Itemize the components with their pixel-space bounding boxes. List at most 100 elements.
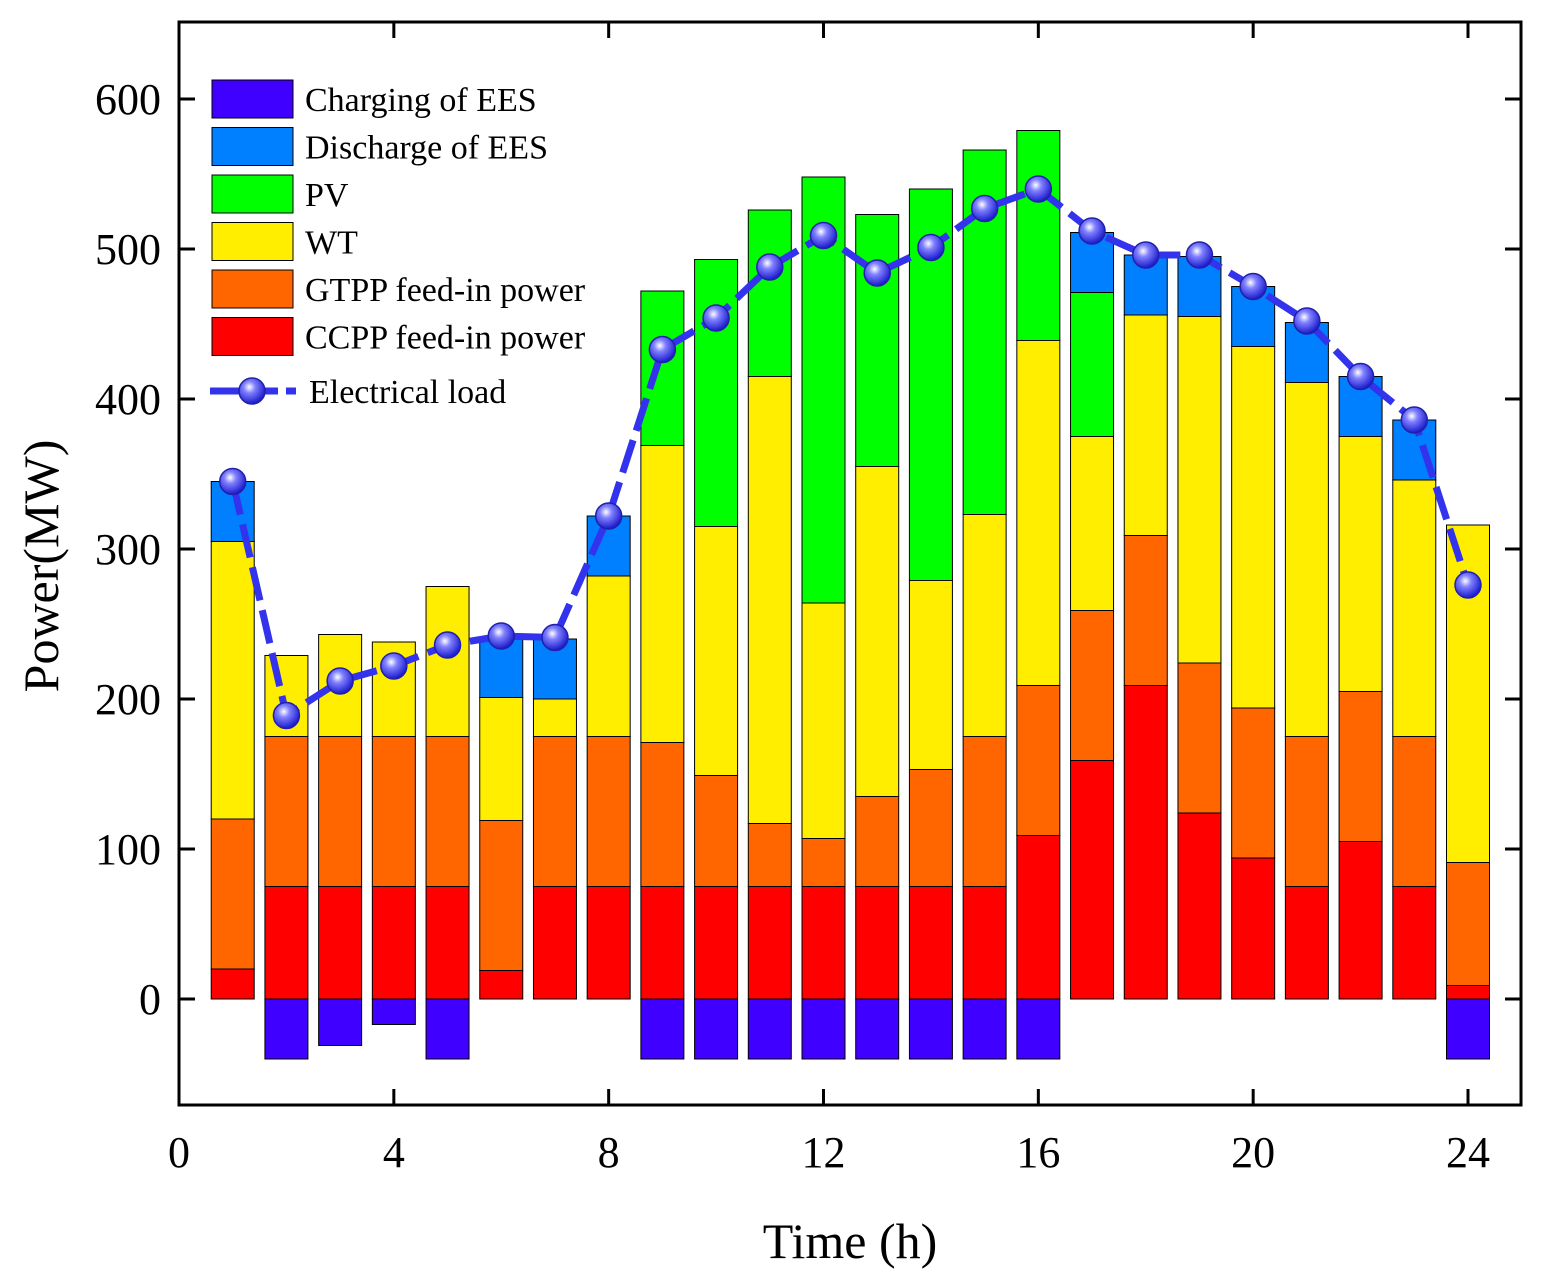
bar-ccpp-feed-in-power-h13 <box>855 886 900 1000</box>
electrical-load-point-h4 <box>380 652 408 680</box>
bar-wt-h9 <box>640 445 685 743</box>
bar-ccpp-feed-in-power-h6 <box>479 970 524 1000</box>
legend-swatch-wt <box>211 222 294 261</box>
bar-ccpp-feed-in-power-h2 <box>264 886 309 1000</box>
bar-gtpp-feed-in-power-h18 <box>1123 535 1168 686</box>
bar-ccpp-feed-in-power-h3 <box>318 886 363 1000</box>
bar-wt-h8 <box>586 575 631 737</box>
bar-pv-h16 <box>1016 130 1061 341</box>
bar-charging-of-ees-h4 <box>371 998 416 1025</box>
bar-charging-of-ees-h10 <box>694 998 739 1060</box>
bar-pv-h14 <box>908 188 953 581</box>
bar-ccpp-feed-in-power-h11 <box>747 886 792 1000</box>
bar-gtpp-feed-in-power-h12 <box>801 838 846 887</box>
bar-ccpp-feed-in-power-h1 <box>210 968 255 1000</box>
legend-marker-electrical-load <box>238 377 266 405</box>
legend: Charging of EES Discharge of EES PV WT GTPP … <box>210 79 586 411</box>
bar-gtpp-feed-in-power-h21 <box>1284 736 1329 887</box>
bar-wt-h22 <box>1338 436 1383 692</box>
bar-wt-h6 <box>479 697 524 821</box>
electrical-load-point-h9 <box>648 335 677 364</box>
bar-charging-of-ees-h11 <box>747 998 792 1060</box>
electrical-load-point-h15 <box>970 194 999 223</box>
bar-gtpp-feed-in-power-h20 <box>1231 707 1276 859</box>
bar-wt-h7 <box>532 698 577 737</box>
bar-gtpp-feed-in-power-h3 <box>318 736 363 887</box>
electrical-load-point-h22 <box>1346 362 1375 391</box>
bar-charging-of-ees-h3 <box>318 998 363 1046</box>
bar-pv-h9 <box>640 290 685 446</box>
legend-label-gtpp-feed-in-power: GTPP feed-in power <box>305 272 586 309</box>
bar-gtpp-feed-in-power-h23 <box>1392 736 1437 887</box>
bar-gtpp-feed-in-power-h24 <box>1446 862 1490 986</box>
bar-ccpp-feed-in-power-h9 <box>640 886 685 1000</box>
bar-gtpp-feed-in-power-h22 <box>1338 691 1383 842</box>
bars-layer <box>210 130 1490 1060</box>
electrical-load-point-h8 <box>594 502 623 530</box>
bar-wt-h11 <box>747 376 792 824</box>
electrical-load-line <box>229 185 1472 719</box>
load-line-layer <box>218 175 1482 730</box>
bar-gtpp-feed-in-power-h7 <box>532 736 577 887</box>
electrical-load-point-h10 <box>702 304 730 332</box>
y-tick-label: 400 <box>95 375 161 424</box>
x-tick-label: 16 <box>1016 1128 1060 1177</box>
bar-ccpp-feed-in-power-h24 <box>1446 985 1490 1000</box>
bar-charging-of-ees-h15 <box>962 998 1007 1060</box>
bar-pv-h17 <box>1070 292 1115 437</box>
bar-ccpp-feed-in-power-h20 <box>1231 857 1276 1000</box>
bar-ccpp-feed-in-power-h16 <box>1016 835 1061 1000</box>
electrical-load-point-h6 <box>487 622 515 650</box>
x-axis-title: Time (h) <box>763 1213 938 1269</box>
bar-charging-of-ees-h9 <box>640 998 685 1060</box>
legend-label-pv: PV <box>305 177 349 214</box>
electrical-load-point-h7 <box>541 623 569 652</box>
bar-pv-h13 <box>855 214 900 467</box>
bar-ccpp-feed-in-power-h10 <box>694 886 739 1000</box>
bar-wt-h10 <box>694 526 739 776</box>
y-tick-label: 500 <box>95 225 161 274</box>
bar-charging-of-ees-h2 <box>264 998 309 1060</box>
bar-gtpp-feed-in-power-h4 <box>371 736 416 887</box>
plot-frame <box>177 20 1523 1107</box>
legend-label-ccpp-feed-in-power: CCPP feed-in power <box>305 320 586 357</box>
bar-wt-h13 <box>855 466 900 797</box>
electrical-load-point-h1 <box>218 467 247 496</box>
electrical-load-point-h23 <box>1400 406 1429 434</box>
legend-swatch-pv <box>211 174 294 214</box>
electrical-load-point-h2 <box>272 701 301 730</box>
legend-label-discharge-of-ees: Discharge of EES <box>305 130 548 167</box>
legend-swatch-ccpp-feed-in-power <box>211 317 294 356</box>
bar-gtpp-feed-in-power-h11 <box>747 823 792 887</box>
bar-wt-h15 <box>962 514 1007 737</box>
legend-swatch-gtpp-feed-in-power <box>211 269 294 309</box>
legend-label-wt: WT <box>305 225 358 262</box>
bar-gtpp-feed-in-power-h5 <box>425 736 470 887</box>
y-tick-label: 300 <box>95 525 161 574</box>
bar-gtpp-feed-in-power-h6 <box>479 820 524 971</box>
x-tick-label: 24 <box>1446 1128 1490 1177</box>
electrical-load-point-h14 <box>917 233 945 262</box>
electrical-load-point-h16 <box>1024 175 1053 203</box>
bar-gtpp-feed-in-power-h10 <box>694 775 739 887</box>
bar-gtpp-feed-in-power-h13 <box>855 796 900 887</box>
bar-charging-of-ees-h12 <box>801 998 846 1060</box>
bar-charging-of-ees-h5 <box>425 998 470 1060</box>
electrical-load-point-h19 <box>1185 241 1214 269</box>
bar-gtpp-feed-in-power-h16 <box>1016 685 1061 836</box>
x-tick-label: 12 <box>802 1128 846 1177</box>
bar-ccpp-feed-in-power-h12 <box>801 886 846 1000</box>
bar-ccpp-feed-in-power-h7 <box>532 886 577 1000</box>
bar-wt-h18 <box>1123 314 1168 536</box>
bar-gtpp-feed-in-power-h8 <box>586 736 631 887</box>
electrical-load-point-h13 <box>863 259 891 287</box>
bar-charging-of-ees-h24 <box>1446 998 1490 1060</box>
x-tick-label: 4 <box>383 1128 405 1177</box>
y-tick-label: 600 <box>95 75 161 124</box>
electrical-load-point-h17 <box>1078 217 1106 245</box>
bar-gtpp-feed-in-power-h17 <box>1070 610 1115 761</box>
bar-discharge-of-ees-h6 <box>479 637 524 698</box>
x-tick-label: 8 <box>598 1128 620 1177</box>
bar-gtpp-feed-in-power-h19 <box>1177 662 1222 814</box>
bar-gtpp-feed-in-power-h1 <box>210 818 255 970</box>
